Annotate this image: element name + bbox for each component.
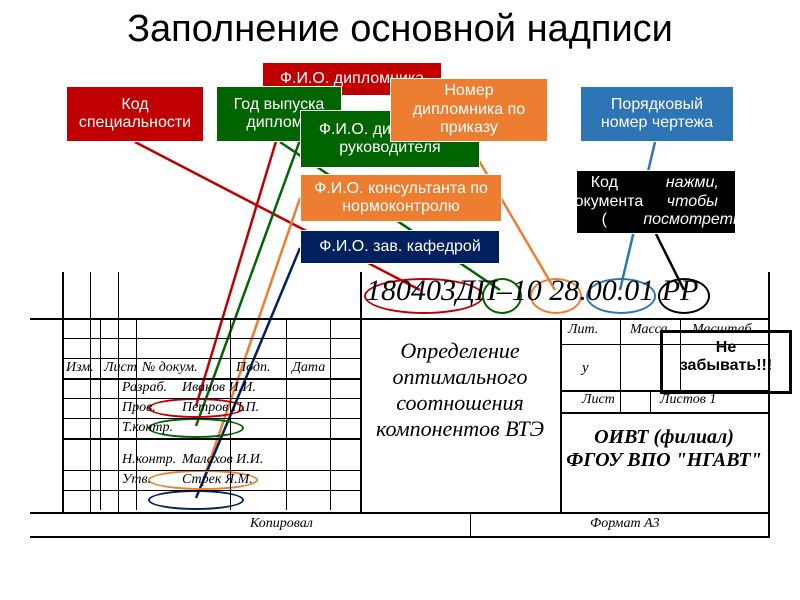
callout-draw-num: Порядковый номер чертежа (580, 86, 734, 142)
page-title: Заполнение основной надписи (0, 8, 800, 51)
tb-role: Разраб. (122, 380, 167, 396)
tb-listov: Листов 1 (660, 392, 716, 408)
tb-col-head: Подп. (236, 360, 271, 376)
tb-col-head: Дата (292, 360, 325, 376)
tb-role: Н.контр. (122, 452, 176, 468)
tb-list: Лист (582, 392, 615, 408)
callout-fio-zav: Ф.И.О. зав. кафедрой (300, 230, 500, 264)
callout-spec-code: Код специальности (66, 86, 204, 142)
tb-right-head: Лит. (568, 322, 598, 338)
callout-fio-norm: Ф.И.О. консультанта по нормоконтролю (300, 174, 502, 222)
tb-role: Пров. (122, 400, 156, 416)
tb-main-code: 180403ДП–10 28.00.01 РР (366, 274, 766, 308)
tb-lit-u: у (582, 360, 589, 377)
tb-doc-name: Определение оптимального соотношения ком… (366, 338, 554, 442)
tb-bottom-left: Копировал (250, 516, 313, 532)
tb-name: Иванов И.И. (182, 380, 256, 396)
tb-name: Петров П.П. (182, 400, 259, 416)
callout-order-num: Номер дипломника по приказу (390, 78, 548, 142)
tb-name: Стрек Я.М. (182, 472, 253, 488)
callout-doc-code[interactable]: Код документа (нажми, чтобы посмотреть) (576, 170, 736, 234)
tb-name: Малахов И.И. (182, 452, 263, 468)
tb-org: ОИВТ (филиал) ФГОУ ВПО "НГАВТ" (564, 426, 764, 472)
tb-role: Утв. (122, 472, 151, 488)
slide: Заполнение основной надписи Ф.И.О. дипло… (0, 0, 800, 600)
tb-bottom-right: Формат А3 (590, 516, 660, 532)
tb-right-head: Масштаб (692, 322, 752, 338)
tb-right-head: Масса (630, 322, 668, 338)
tb-col-head: № докум. (142, 360, 198, 376)
tb-col-head: Изм. (66, 360, 94, 376)
tb-col-head: Лист (104, 360, 137, 376)
tb-role: Т.контр. (122, 420, 173, 436)
